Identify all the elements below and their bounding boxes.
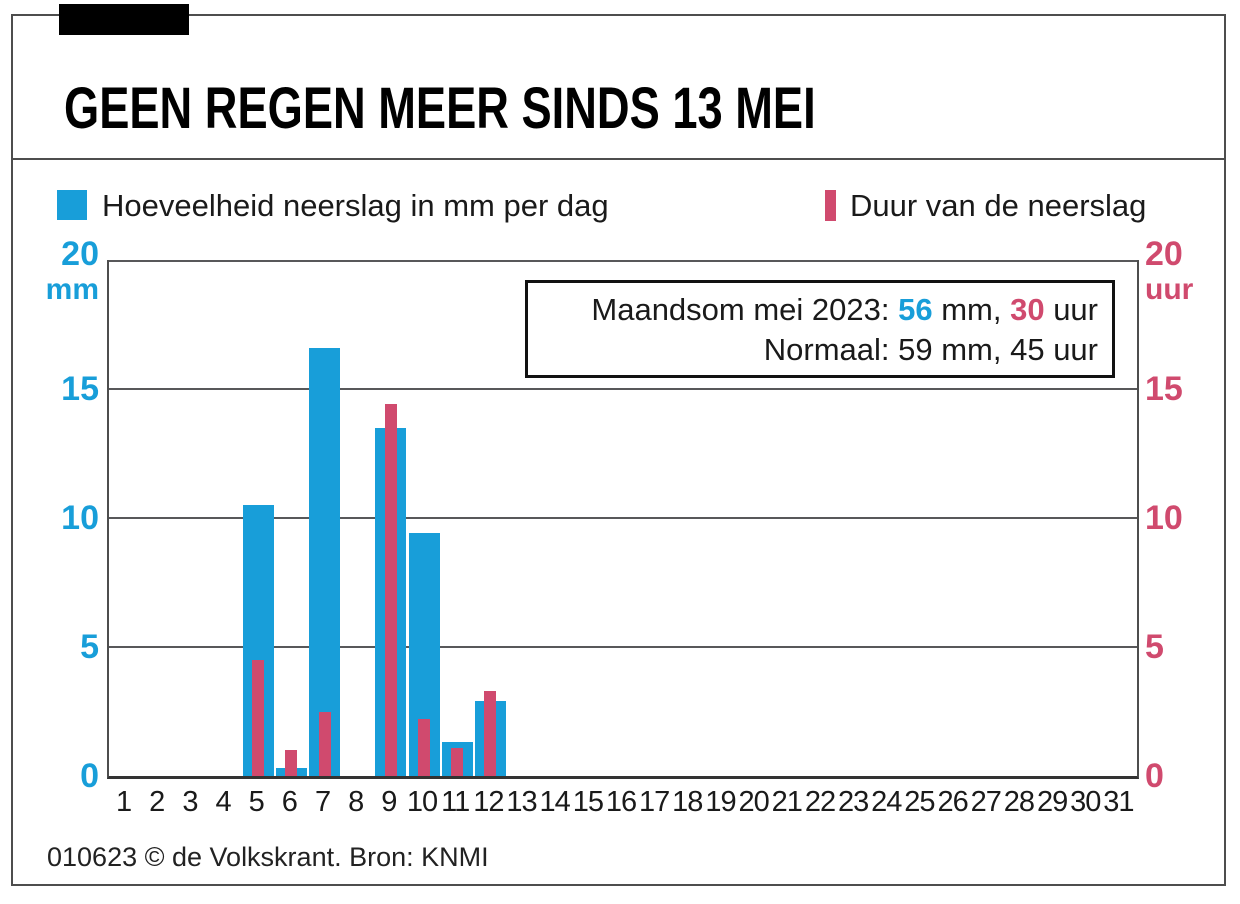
x-tick-14: 14: [539, 786, 571, 818]
duration-bar-day-10: [418, 719, 431, 776]
chart-title: GEEN REGEN MEER SINDS 13 MEI: [64, 76, 816, 141]
x-tick-22: 22: [804, 786, 836, 818]
duration-bar-day-11: [451, 747, 464, 776]
summary-mm-value: 56: [898, 292, 933, 327]
x-tick-17: 17: [639, 786, 670, 818]
gridline-15: [109, 388, 1137, 390]
gridline-5: [109, 646, 1137, 648]
y-right-tick-20: 20: [1145, 235, 1183, 273]
y-right-tick-5: 5: [1145, 628, 1164, 666]
y-axis-left: 20 15 10 5 0 mm: [13, 236, 99, 794]
summary-box: Maandsom mei 2023: 56 mm, 30 uur Normaal…: [525, 280, 1115, 378]
brand-tab: [59, 4, 189, 35]
x-tick-2: 2: [149, 786, 165, 818]
x-tick-6: 6: [281, 786, 298, 818]
x-tick-27: 27: [970, 786, 1002, 818]
legend-precip-swatch-icon: [57, 190, 87, 220]
x-tick-30: 30: [1070, 786, 1101, 818]
header-divider: [13, 158, 1224, 160]
x-tick-31: 31: [1103, 786, 1134, 818]
x-tick-1: 1: [116, 786, 132, 818]
y-right-tick-0: 0: [1145, 757, 1164, 795]
x-tick-18: 18: [672, 786, 703, 818]
summary-uur-value: 30: [1010, 292, 1045, 327]
legend-precip-label: Hoeveelheid neerslag in mm per dag: [102, 188, 609, 223]
y-right-tick-15: 15: [1145, 370, 1183, 408]
x-tick-11: 11: [441, 786, 470, 818]
x-axis-labels: 1 2 3 4 5 6 7 8 9 10 11 12 13 14 15 16 17 18 19 20 21 22 23 24 2…: [107, 784, 1135, 820]
legend-duration-swatch-icon: [825, 190, 836, 221]
x-tick-19: 19: [705, 786, 736, 818]
gridline-20: [109, 260, 1137, 262]
x-tick-9: 9: [381, 786, 397, 818]
y-left-tick-20: 20: [61, 235, 99, 273]
duration-bar-day-5: [252, 659, 265, 776]
x-tick-21: 21: [771, 786, 803, 818]
x-tick-5: 5: [248, 786, 265, 818]
y-right-tick-10: 10: [1145, 499, 1183, 537]
y-left-unit: mm: [45, 273, 99, 306]
infographic-frame: GEEN REGEN MEER SINDS 13 MEI Hoeveelheid…: [11, 14, 1226, 886]
x-tick-12: 12: [473, 786, 504, 818]
x-tick-16: 16: [605, 786, 637, 818]
duration-bar-day-9: [384, 404, 397, 776]
plot-area: [107, 260, 1139, 779]
y-axis-right: 20 15 10 5 0 uur: [1145, 236, 1221, 794]
y-left-tick-10: 10: [61, 499, 99, 537]
source-credit: 010623 © de Volkskrant. Bron: KNMI: [47, 842, 489, 872]
y-left-tick-15: 15: [61, 370, 99, 408]
summary-line-1: Maandsom mei 2023: 56 mm, 30 uur: [591, 292, 1098, 327]
duration-bar-day-12: [484, 690, 497, 776]
y-left-tick-0: 0: [80, 757, 99, 795]
y-right-unit: uur: [1145, 273, 1194, 306]
x-tick-24: 24: [871, 786, 902, 818]
y-left-tick-5: 5: [80, 628, 99, 666]
x-tick-15: 15: [572, 786, 604, 818]
x-tick-3: 3: [182, 786, 198, 818]
summary-line-2: Normaal: 59 mm, 45 uur: [763, 332, 1098, 367]
precip-bar-day-7: [309, 347, 341, 776]
x-tick-20: 20: [738, 786, 770, 818]
x-tick-4: 4: [215, 786, 231, 818]
x-tick-28: 28: [1003, 786, 1035, 818]
x-tick-23: 23: [837, 786, 869, 818]
duration-bar-day-7: [318, 711, 331, 776]
x-tick-13: 13: [506, 786, 537, 818]
x-tick-29: 29: [1036, 786, 1068, 818]
x-tick-7: 7: [314, 786, 331, 818]
legend-duration-label: Duur van de neerslag: [850, 188, 1147, 223]
gridline-10: [109, 517, 1137, 519]
x-tick-10: 10: [406, 786, 438, 818]
duration-bar-day-6: [285, 750, 298, 776]
x-tick-26: 26: [937, 786, 968, 818]
x-tick-8: 8: [348, 786, 364, 818]
x-tick-25: 25: [904, 786, 935, 818]
